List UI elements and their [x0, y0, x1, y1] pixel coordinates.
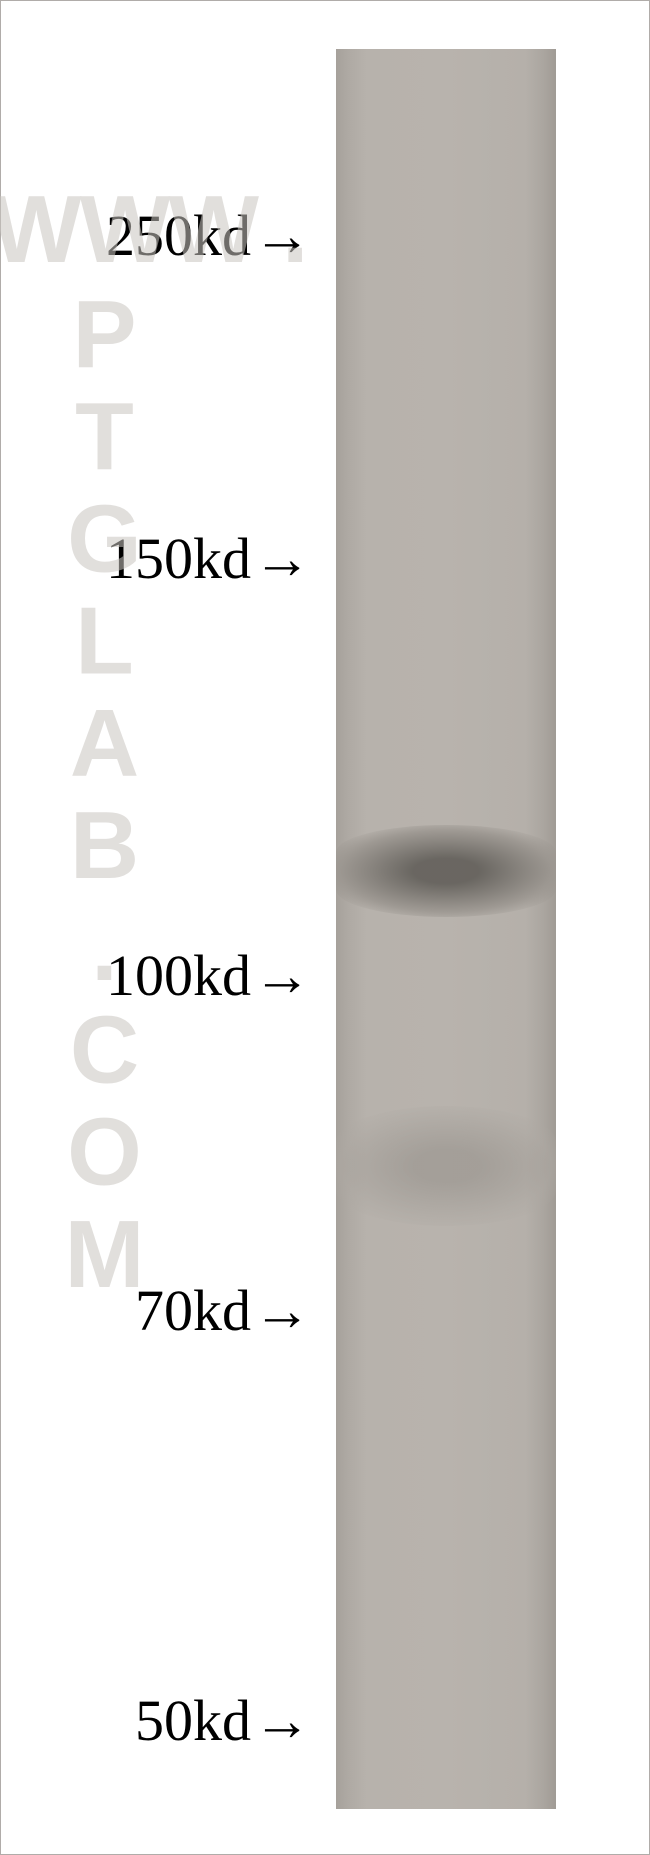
band-1 — [336, 1106, 556, 1226]
marker-label: 150kd — [106, 530, 251, 588]
marker-row-70kd: 70kd→ — [1, 1282, 311, 1340]
arrow-right-icon: → — [253, 947, 311, 1005]
marker-row-150kd: 150kd→ — [1, 530, 311, 588]
marker-row-50kd: 50kd→ — [1, 1692, 311, 1750]
marker-label: 100kd — [106, 947, 251, 1005]
band-0 — [336, 825, 556, 917]
marker-row-100kd: 100kd→ — [1, 947, 311, 1005]
marker-row-250kd: 250kd→ — [1, 207, 311, 265]
arrow-right-icon: → — [253, 530, 311, 588]
arrow-right-icon: → — [253, 1282, 311, 1340]
watermark-vertical: PTGLAB.COM — [49, 281, 159, 1303]
blot-container: 250kd→150kd→100kd→70kd→50kd→ WWW . PTGLA… — [0, 0, 650, 1855]
marker-label: 250kd — [106, 207, 251, 265]
arrow-right-icon: → — [253, 1692, 311, 1750]
blot-lane — [336, 49, 556, 1809]
arrow-right-icon: → — [253, 207, 311, 265]
marker-label: 50kd — [135, 1692, 251, 1750]
marker-label: 70kd — [135, 1282, 251, 1340]
